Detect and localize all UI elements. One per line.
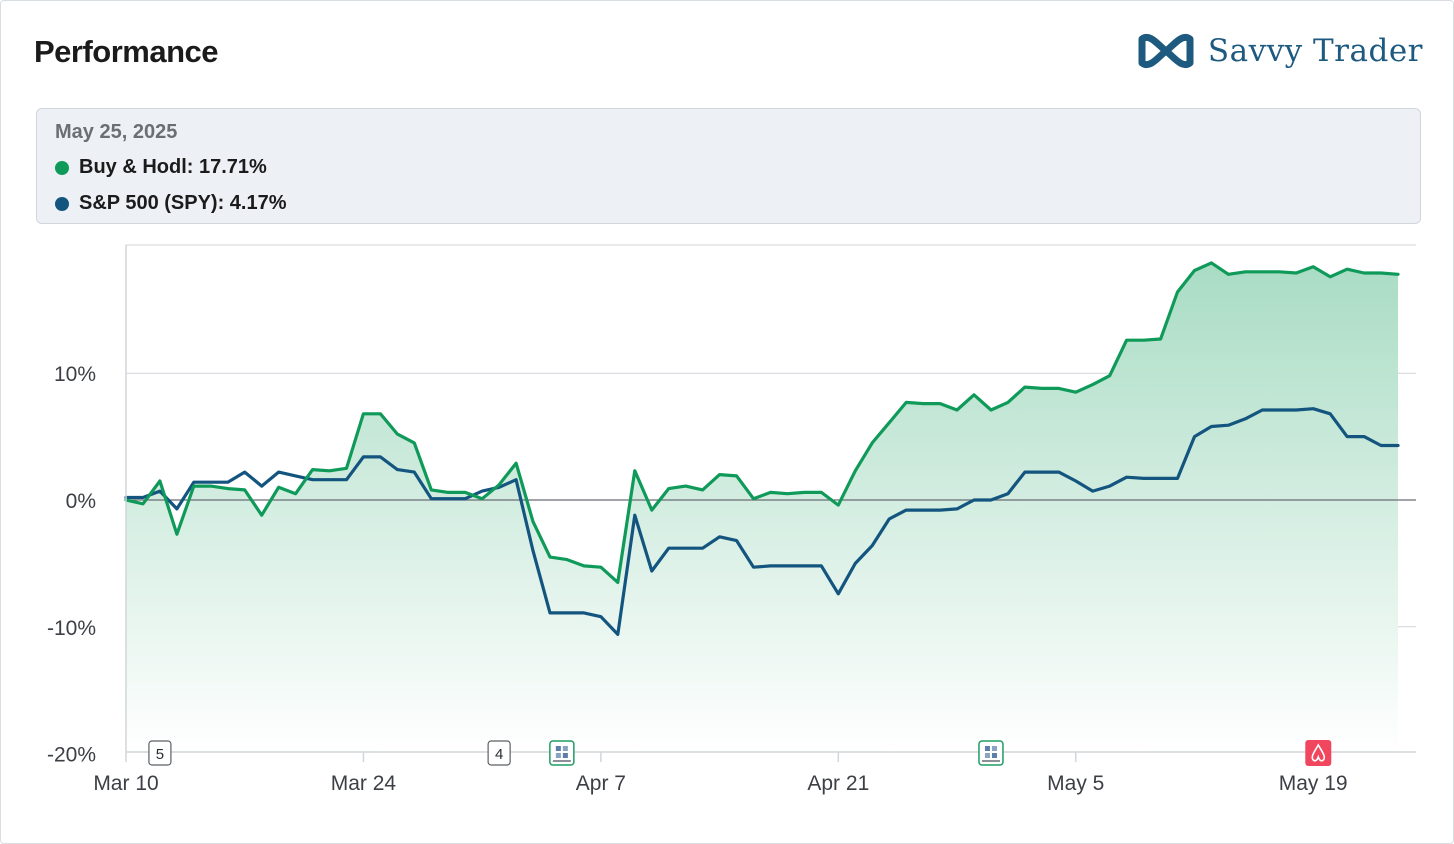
- y-tick-label: -10%: [47, 617, 96, 640]
- page-title: Performance: [34, 34, 219, 69]
- tooltip-portfolio-value: Buy & Hodl: 17.71%: [79, 156, 267, 178]
- tooltip-date: May 25, 2025: [55, 121, 178, 143]
- y-tick-label: -20%: [47, 744, 96, 767]
- airbnb-glyph: [1311, 743, 1326, 762]
- x-tick-label: Mar 24: [331, 772, 397, 795]
- logo-square: [984, 753, 990, 758]
- infinity-logo-icon: [1138, 34, 1194, 68]
- marker-count-label: 5: [156, 746, 164, 763]
- x-tick-label: Apr 7: [576, 772, 626, 795]
- y-tick-label: 10%: [54, 363, 96, 386]
- tooltip-benchmark-value: S&P 500 (SPY): 4.17%: [79, 192, 287, 214]
- logo-frame: [1305, 740, 1332, 766]
- y-tick-label: 0%: [66, 490, 96, 513]
- logo-square: [991, 746, 997, 751]
- axes: 10% 0% -10% -20% Mar 10 Mar 24 Apr 7 Apr 21 May …: [47, 245, 1416, 795]
- series-lines: [124, 261, 1400, 636]
- logo-caption-bar: [552, 760, 571, 762]
- brand-logo[interactable]: Savvy Trader: [1136, 31, 1423, 71]
- logo-square: [555, 753, 561, 758]
- portfolio-dot-icon: [55, 160, 69, 175]
- x-tick-label: May 5: [1047, 772, 1104, 795]
- marker-box: [148, 740, 172, 766]
- airbnb-logo-icon[interactable]: [1305, 740, 1332, 766]
- area-fills: [126, 262, 1398, 752]
- hover-tooltip: May 25, 2025 Buy & Hodl: 17.71% S&P 500 …: [36, 108, 1421, 224]
- x-tick-label: Apr 21: [807, 772, 869, 795]
- x-tick-label: Mar 10: [93, 772, 158, 795]
- logo-caption-bar: [981, 760, 1000, 762]
- portfolio-line: [124, 261, 1400, 584]
- benchmark-dot-icon: [55, 196, 69, 211]
- benchmark-line: [124, 407, 1400, 636]
- trade-count-marker[interactable]: 5: [148, 740, 172, 766]
- logo-square: [555, 746, 561, 751]
- stock-logo-icon[interactable]: [978, 740, 1004, 766]
- portfolio-area-fill: [126, 262, 1398, 752]
- stock-logo-icon[interactable]: [549, 740, 575, 766]
- marker-box: [487, 740, 511, 766]
- brand-name: Savvy Trader: [1207, 33, 1423, 69]
- marker-count-label: 4: [495, 746, 503, 763]
- trade-count-marker[interactable]: 4: [487, 740, 511, 766]
- logo-square: [991, 753, 997, 758]
- x-tick-label: May 19: [1279, 772, 1348, 795]
- tooltip-row-benchmark: S&P 500 (SPY): 4.17%: [55, 192, 287, 215]
- logo-square: [562, 746, 568, 751]
- logo-square: [984, 746, 990, 751]
- tooltip-row-portfolio: Buy & Hodl: 17.71%: [55, 156, 267, 179]
- logo-square: [562, 753, 568, 758]
